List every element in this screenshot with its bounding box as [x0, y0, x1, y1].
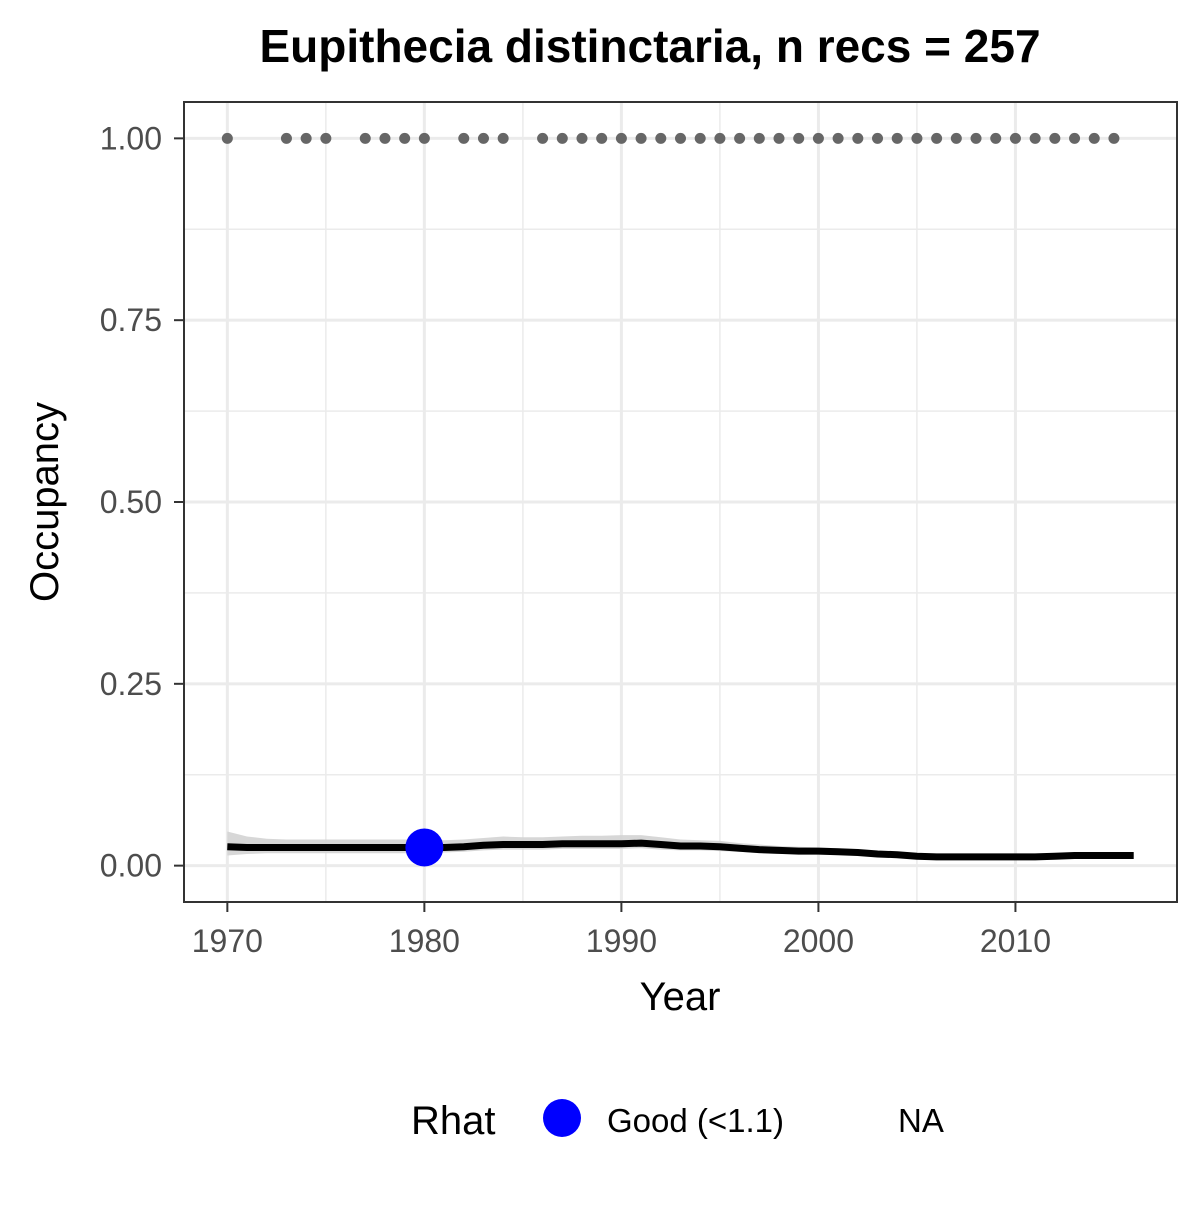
- record-year-point: [852, 132, 864, 144]
- record-year-point: [458, 132, 470, 144]
- record-year-point: [556, 132, 568, 144]
- y-tick-label: 1.00: [100, 120, 162, 156]
- y-tick-label: 0.75: [100, 302, 162, 338]
- record-year-point: [793, 132, 805, 144]
- rhat-good-point: [405, 828, 444, 867]
- x-tick-label: 2000: [783, 923, 854, 959]
- x-tick-label: 2010: [980, 923, 1051, 959]
- record-year-point: [1029, 132, 1041, 144]
- record-year-point: [1108, 132, 1120, 144]
- y-tick-label: 0.00: [100, 848, 162, 884]
- y-tick-label: 0.50: [100, 484, 162, 520]
- record-year-point: [1069, 132, 1081, 144]
- record-year-point: [970, 132, 982, 144]
- record-year-point: [950, 132, 962, 144]
- record-year-point: [576, 132, 588, 144]
- legend-title: Rhat: [411, 1099, 496, 1143]
- record-year-point: [596, 132, 608, 144]
- record-year-point: [1009, 132, 1021, 144]
- record-year-point: [615, 132, 627, 144]
- record-year-point: [655, 132, 667, 144]
- record-year-point: [812, 132, 824, 144]
- occupancy-line: [227, 839, 1134, 861]
- occupancy-trend-line: [227, 839, 1134, 861]
- record-year-point: [379, 132, 391, 144]
- record-year-point: [320, 132, 332, 144]
- record-year-point: [300, 132, 312, 144]
- rhat-points: [405, 828, 444, 867]
- record-year-point: [773, 132, 785, 144]
- record-year-point: [911, 132, 923, 144]
- record-year-point: [280, 132, 292, 144]
- record-year-point: [537, 132, 549, 144]
- legend-good-label: Good (<1.1): [607, 1102, 784, 1139]
- record-year-point: [399, 132, 411, 144]
- legend-na-label: NA: [898, 1102, 944, 1139]
- record-year-markers: [221, 132, 1120, 144]
- y-tick-label: 0.25: [100, 666, 162, 702]
- record-year-point: [418, 132, 430, 144]
- x-tick-label: 1980: [389, 923, 460, 959]
- legend-good-key: [543, 1099, 581, 1137]
- record-year-point: [753, 132, 765, 144]
- record-year-point: [675, 132, 686, 144]
- x-tick-label: 1970: [192, 923, 263, 959]
- record-year-point: [872, 132, 884, 144]
- x-axis-label: Year: [640, 975, 721, 1019]
- record-year-point: [694, 132, 706, 144]
- record-year-point: [734, 132, 746, 144]
- record-year-point: [221, 132, 233, 144]
- record-year-point: [891, 132, 903, 144]
- grid-lines: [184, 102, 1177, 902]
- record-year-point: [1088, 132, 1100, 144]
- record-year-point: [635, 132, 647, 144]
- axes: 1970 1980 1990 2000 2010 0.00 0.25 0.50 0.75 1.00: [100, 120, 1051, 959]
- record-year-point: [832, 132, 844, 144]
- legend: Rhat Good (<1.1) NA: [411, 1099, 944, 1143]
- record-year-point: [1049, 132, 1061, 144]
- chart-title: Eupithecia distinctaria, n recs = 257: [259, 20, 1040, 72]
- y-axis-label: Occupancy: [23, 402, 67, 602]
- record-year-point: [714, 132, 726, 144]
- record-year-point: [477, 132, 489, 144]
- record-year-point: [990, 132, 1002, 144]
- record-year-point: [359, 132, 371, 144]
- record-year-point: [497, 132, 509, 144]
- record-year-point: [931, 132, 943, 144]
- x-tick-label: 1990: [586, 923, 657, 959]
